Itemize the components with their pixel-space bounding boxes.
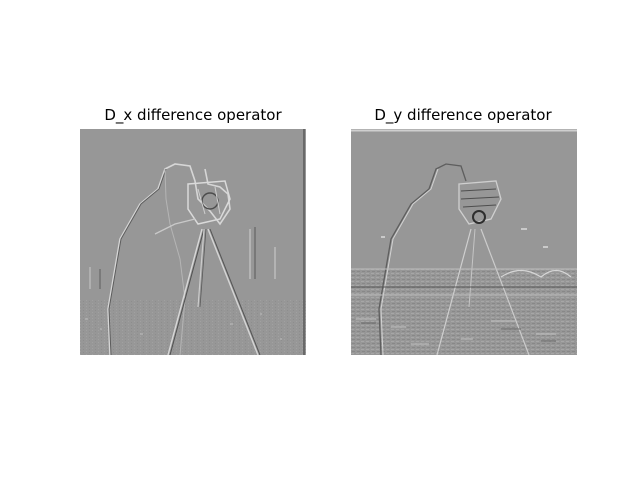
dy-edge-image — [351, 129, 577, 355]
panel-title-dy: D_y difference operator — [374, 106, 552, 124]
dx-edge-image — [80, 129, 306, 355]
panel-title-dx: D_x difference operator — [104, 106, 282, 124]
